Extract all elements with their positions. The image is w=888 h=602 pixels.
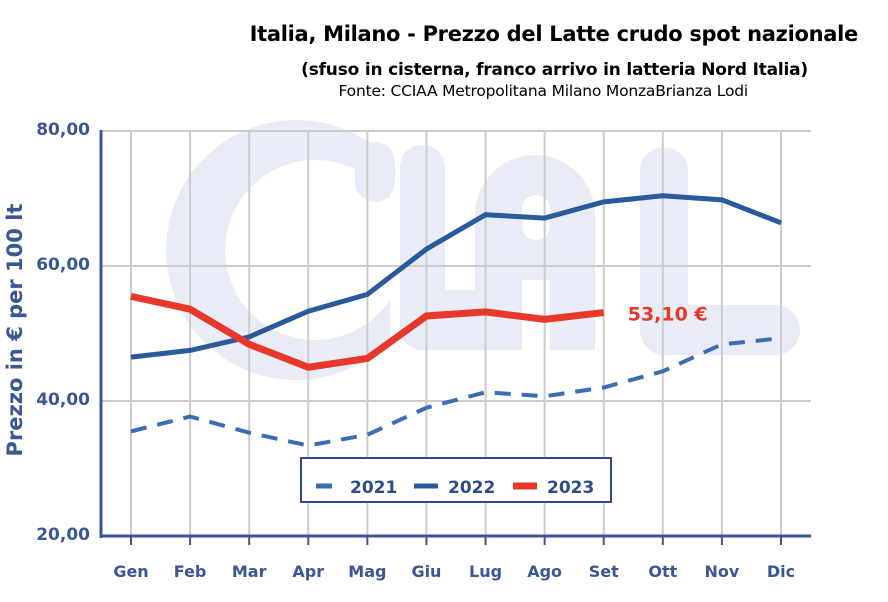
chart-title: Italia, Milano - Prezzo del Latte crudo … <box>249 22 859 46</box>
clal-watermark <box>166 119 800 380</box>
legend-label-2021: 2021 <box>350 478 397 498</box>
x-tick-label: Nov <box>705 562 740 581</box>
y-tick-label: 20,00 <box>36 525 90 545</box>
watermark-letter-l2-base <box>640 305 800 355</box>
x-tick-label: Mar <box>232 562 267 581</box>
annotations: 53,10 € <box>628 304 708 326</box>
x-tick-label: Ott <box>648 562 677 581</box>
legend-label-2022: 2022 <box>448 478 495 498</box>
y-tick-label: 80,00 <box>36 120 90 140</box>
watermark-letter-a <box>475 155 595 350</box>
y-tick-label: 40,00 <box>36 390 90 410</box>
series-lines <box>130 193 782 448</box>
x-tick-label: Apr <box>292 562 324 581</box>
series-line-2021 <box>130 336 782 448</box>
y-tick-labels: 20,00 40,00 60,00 80,00 <box>36 120 90 545</box>
x-tick-label: Set <box>589 562 619 581</box>
axes <box>99 130 811 545</box>
legend-box <box>300 457 612 503</box>
y-axis-label: Prezzo in € per 100 lt <box>3 204 27 457</box>
x-tick-label: Gen <box>113 562 148 581</box>
series-line-2023 <box>130 292 605 371</box>
x-tick-label: Giu <box>411 562 441 581</box>
legend-label-2023: 2023 <box>547 478 594 498</box>
y-tick-label: 60,00 <box>36 255 90 275</box>
x-tick-label: Dic <box>767 562 795 581</box>
x-tick-label: Ago <box>527 562 562 581</box>
watermark-c-top <box>355 142 395 202</box>
x-tick-label: Mag <box>348 562 386 581</box>
x-tick-label: Lug <box>469 562 502 581</box>
x-tick-label: Feb <box>174 562 207 581</box>
legend: 2021 2022 2023 <box>300 457 612 503</box>
x-tick-labels: Gen Feb Mar Apr Mag Giu Lug Ago Set Ott Nov Dic <box>113 562 795 581</box>
chart-subtitle: (sfuso in cisterna, franco arrivo in lat… <box>301 60 808 80</box>
watermark-letter-c <box>166 119 390 380</box>
chart-source: Fonte: CCIAA Metropolitana Milano MonzaB… <box>338 82 749 100</box>
annotation-label: 53,10 € <box>628 304 708 326</box>
